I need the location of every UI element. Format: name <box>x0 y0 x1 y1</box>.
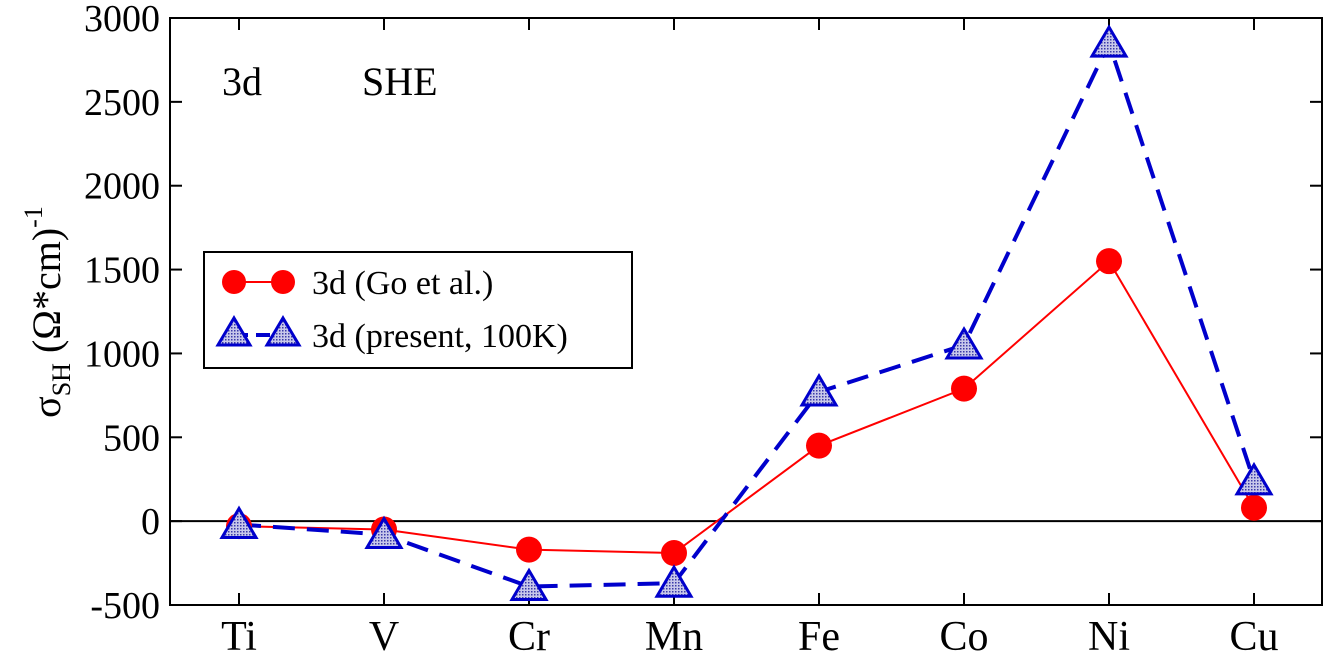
y-tick-label-2: 500 <box>103 417 160 459</box>
legend-entry-go: 3d (Go et al.) <box>222 265 493 302</box>
annotation-she: SHE <box>362 59 438 104</box>
point-present-mn <box>654 564 694 598</box>
point-present-cr <box>509 567 549 602</box>
y-label-superscript: -1 <box>19 206 48 228</box>
point-present-fe <box>799 373 839 407</box>
y-tick-label-5: 2000 <box>84 166 160 208</box>
legend-entry-present: 3d (present, 100K) <box>215 315 568 355</box>
y-tick-label-4: 1500 <box>84 250 160 292</box>
legend-label-go: 3d (Go et al.) <box>312 265 493 302</box>
plot-frame <box>169 17 1323 606</box>
point-go-ni <box>1096 248 1122 275</box>
legend-box <box>203 251 633 369</box>
series-present-line <box>238 37 1256 589</box>
x-tick-label-ni: Ni <box>1088 614 1130 657</box>
point-present-ti <box>219 505 259 539</box>
point-present-ni <box>1089 24 1129 58</box>
y-label-unit: (Ω*cm) <box>24 228 69 363</box>
x-tick-label-cu: Cu <box>1229 614 1278 657</box>
point-go-co <box>951 375 977 402</box>
y-tick-label-1: 0 <box>141 501 160 543</box>
x-tick-label-mn: Mn <box>645 614 703 657</box>
plot-area-border <box>169 17 1323 606</box>
legend-marker-present-right <box>264 315 302 347</box>
point-go-fe <box>806 432 832 459</box>
y-tick-label-7: 3000 <box>84 0 160 40</box>
series-layer <box>219 24 1274 602</box>
point-go-mn <box>661 540 687 567</box>
legend-marker-go-left <box>222 270 246 294</box>
series-go-line <box>238 259 1255 555</box>
annotation-3d: 3d <box>222 59 262 104</box>
x-axis: Ti V Cr Mn Fe Co Ni Cu <box>221 18 1279 657</box>
y-axis-label: σSH (Ω*cm)-1 <box>19 206 76 418</box>
y-axis: -500 0 500 1000 1500 2000 2500 3000 <box>84 0 1322 627</box>
x-tick-label-fe: Fe <box>798 614 840 657</box>
point-present-co <box>944 326 984 360</box>
x-tick-label-co: Co <box>939 614 988 657</box>
y-tick-label-0: -500 <box>90 585 160 627</box>
y-label-subscript: SH <box>47 363 76 396</box>
legend: 3d (Go et al.) 3d (present, 100K) <box>203 251 633 369</box>
y-label-symbol: σ <box>24 396 69 418</box>
svg-text:σSH (Ω*cm)-1: σSH (Ω*cm)-1 <box>19 206 76 418</box>
x-tick-label-v: V <box>369 614 399 657</box>
point-present-v <box>364 515 404 550</box>
legend-marker-present-left <box>215 315 253 347</box>
legend-marker-go-right <box>271 270 295 294</box>
point-go-cu <box>1241 494 1267 521</box>
y-tick-label-6: 2500 <box>84 82 160 124</box>
x-tick-label-cr: Cr <box>508 614 550 657</box>
x-tick-label-ti: Ti <box>221 614 257 657</box>
point-present-cu <box>1234 461 1274 496</box>
legend-label-present: 3d (present, 100K) <box>312 318 568 355</box>
point-go-cr <box>516 536 542 563</box>
y-tick-label-3: 1000 <box>84 333 160 375</box>
